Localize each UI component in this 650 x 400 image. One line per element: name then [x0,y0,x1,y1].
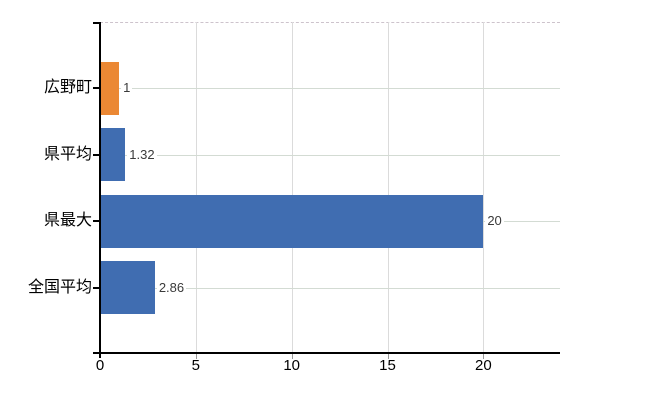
y-axis-tick [93,87,100,89]
category-label: 広野町 [43,79,92,97]
x-axis-tick [387,354,389,359]
bar [101,261,155,314]
y-axis-tick [93,286,100,289]
gridline-horizontal [100,88,560,89]
gridline-horizontal [100,154,560,156]
bar [101,61,120,115]
bar [101,128,126,181]
gridline-vertical [387,22,389,352]
bar-value-label: 1 [121,79,133,96]
x-axis-tick [291,354,293,359]
x-tick-label: 0 [95,357,105,374]
y-axis-line [99,22,101,358]
x-tick-label: 20 [474,357,492,374]
gridline-vertical [195,22,197,352]
gridline-vertical [291,22,293,352]
bar-value-label: 2.86 [156,279,187,295]
category-label: 県最大 [43,212,92,230]
x-axis-tick [195,354,197,359]
category-label: 全国平均 [27,278,92,296]
y-axis-tick [93,153,100,156]
y-axis-top-tick [93,22,100,24]
gridline-horizontal [100,287,560,289]
y-axis-tick [93,220,100,222]
x-tick-label: 15 [379,357,396,374]
x-tick-label: 5 [191,357,200,374]
bar-value-label: 20 [485,212,504,229]
plot-top-border [100,22,560,23]
gridline-vertical [483,22,485,352]
category-label: 県平均 [43,145,92,163]
x-axis-line [93,352,560,354]
x-tick-label: 10 [283,357,300,374]
x-axis-tick [483,354,485,359]
bar [101,194,484,248]
bar-value-label: 1.32 [127,146,157,162]
